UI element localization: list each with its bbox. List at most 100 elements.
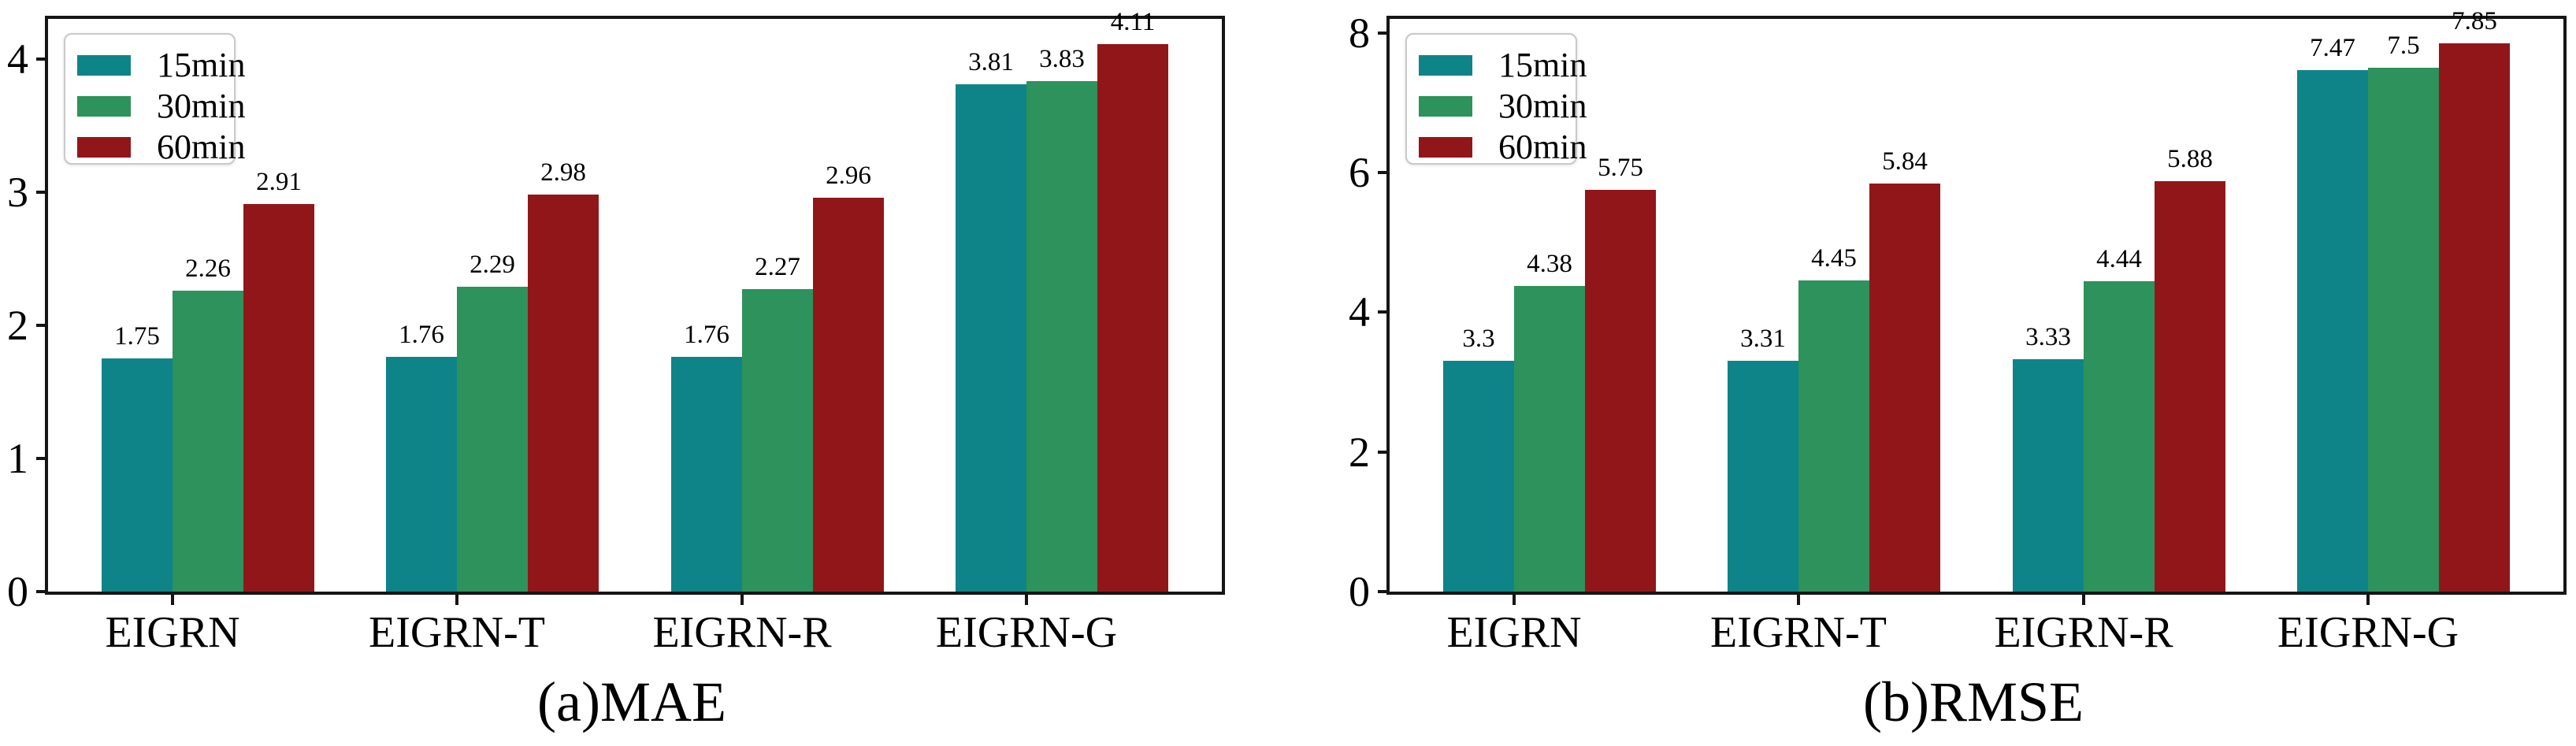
x-tick [2082, 595, 2085, 605]
bar-value-label: 1.75 [114, 322, 160, 351]
bar-value-label: 4.38 [1527, 250, 1572, 278]
rmse-chart-panel: 0 2 4 6 8 EIGRN EIGRN-T EIGRN-R EIGRN-G 3.3 3.31 3.… [1288, 0, 2576, 746]
bar-value-label: 3.3 [1462, 325, 1495, 353]
y-tick [1378, 590, 1386, 593]
bar-value-label: 5.88 [2167, 145, 2213, 173]
mae-chart-panel: 0 1 2 3 4 EIGRN EIGRN-T EIGRN-R EIGRN-G 1.75 1.76 1… [7, 8, 1225, 733]
y-tick [36, 190, 45, 194]
bar-value-label: 7.85 [2452, 7, 2497, 35]
x-tick-label: EIGRN-G [2277, 608, 2459, 657]
bar-value-label: 5.75 [1598, 154, 1643, 182]
15min-color-swatch [77, 55, 131, 76]
bar-60min-eigrn-t [528, 195, 599, 592]
bar-value-label: 5.84 [1882, 147, 1928, 176]
x-tick-label: EIGRN-R [1994, 608, 2173, 657]
bar-value-label: 4.11 [1110, 8, 1156, 36]
bar-30min-eigrn-t [1798, 280, 1869, 592]
y-tick-label: 2 [1349, 428, 1370, 476]
y-tick [1378, 310, 1386, 314]
bar-value-label: 1.76 [399, 321, 444, 349]
y-tick [1378, 31, 1386, 35]
y-tick [1378, 171, 1386, 175]
legend-item-30min: 30min [1419, 86, 1587, 127]
bar-value-label: 2.27 [755, 253, 800, 281]
bar-60min-eigrn-r [2155, 181, 2225, 592]
x-tick [1513, 595, 1516, 605]
legend-label: 30min [157, 87, 246, 125]
30min-color-swatch [77, 96, 131, 117]
bar-30min-eigrn [173, 291, 243, 592]
legend: 15min 30min 60min [1405, 33, 1587, 166]
y-tick-label: 4 [1349, 288, 1370, 336]
mae-plot-area: 0 1 2 3 4 EIGRN EIGRN-T EIGRN-R EIGRN-G 1.75 1.76 1… [7, 8, 1225, 656]
rmse-plot-area: 0 2 4 6 8 EIGRN EIGRN-T EIGRN-R EIGRN-G 3.3 3.31 3.… [1349, 7, 2567, 656]
bar-15min-eigrn-r [2013, 359, 2084, 592]
y-tick-label: 3 [7, 168, 28, 216]
x-tick-label: EIGRN-G [935, 608, 1118, 657]
x-tick-label: EIGRN-R [652, 608, 832, 657]
30min-color-swatch [1419, 96, 1472, 117]
bar-value-label: 2.98 [540, 158, 586, 187]
y-tick-label: 2 [7, 301, 28, 349]
15min-color-swatch [1419, 55, 1472, 76]
legend-label: 15min [1498, 46, 1587, 84]
mae-caption: (a)MAE [537, 670, 726, 733]
y-tick-label: 1 [7, 434, 28, 482]
bar-value-label: 2.91 [256, 168, 302, 196]
legend-label: 15min [157, 46, 246, 84]
x-tick-label: EIGRN-T [1710, 608, 1887, 657]
y-tick [36, 590, 45, 593]
y-tick-label: 6 [1349, 149, 1370, 197]
y-tick [1378, 450, 1386, 454]
60min-color-swatch [1419, 137, 1472, 158]
bar-30min-eigrn-t [457, 287, 528, 592]
x-tick-label: EIGRN [1446, 608, 1582, 657]
bar-30min-eigrn-g [1026, 81, 1097, 592]
bar-15min-eigrn [1443, 361, 1514, 592]
bar-15min-eigrn-t [1728, 361, 1798, 592]
bar-15min-eigrn-g [956, 84, 1026, 592]
bar-60min-eigrn-t [1869, 184, 1940, 592]
bar-value-label: 7.47 [2310, 34, 2355, 62]
y-tick-label: 0 [7, 568, 28, 615]
bar-value-label: 4.45 [1811, 244, 1857, 273]
legend: 15min 30min 60min [64, 33, 245, 168]
x-tick [1025, 595, 1028, 605]
bar-60min-eigrn-g [2439, 43, 2510, 592]
bar-value-label: 4.44 [2096, 245, 2142, 273]
bar-60min-eigrn-g [1097, 44, 1168, 592]
rmse-caption: (b)RMSE [1862, 670, 2084, 733]
y-tick [36, 57, 45, 61]
legend-label: 30min [1498, 87, 1587, 125]
x-tick-label: EIGRN-T [369, 608, 545, 657]
legend-item-30min: 30min [77, 86, 245, 127]
bar-15min-eigrn [102, 358, 173, 592]
bar-30min-eigrn-g [2368, 68, 2439, 592]
y-tick-label: 4 [7, 35, 28, 83]
x-tick [455, 595, 458, 605]
x-tick [741, 595, 744, 605]
legend-item-15min: 15min [77, 45, 245, 86]
y-tick-label: 8 [1349, 9, 1370, 57]
bar-value-label: 2.96 [826, 161, 871, 190]
bar-30min-eigrn-r [742, 289, 813, 592]
60min-color-swatch [77, 137, 131, 158]
bar-15min-eigrn-g [2297, 70, 2368, 592]
bar-15min-eigrn-r [671, 357, 742, 592]
legend-label: 60min [1498, 128, 1587, 166]
x-tick [2366, 595, 2370, 605]
x-tick [1797, 595, 1800, 605]
y-tick-label: 0 [1349, 568, 1370, 615]
bar-60min-eigrn-r [813, 198, 884, 592]
legend-item-60min: 60min [77, 127, 245, 168]
legend-label: 60min [157, 128, 246, 166]
bar-value-label: 3.31 [1740, 325, 1786, 353]
bar-30min-eigrn-r [2084, 281, 2155, 592]
bar-60min-eigrn [1585, 190, 1656, 592]
legend-item-15min: 15min [1419, 45, 1587, 86]
x-tick-label: EIGRN [105, 608, 240, 657]
bar-value-label: 3.83 [1039, 45, 1085, 73]
bar-value-label: 3.33 [2025, 323, 2071, 351]
bar-value-label: 7.5 [2387, 32, 2420, 60]
bar-30min-eigrn [1514, 286, 1585, 592]
